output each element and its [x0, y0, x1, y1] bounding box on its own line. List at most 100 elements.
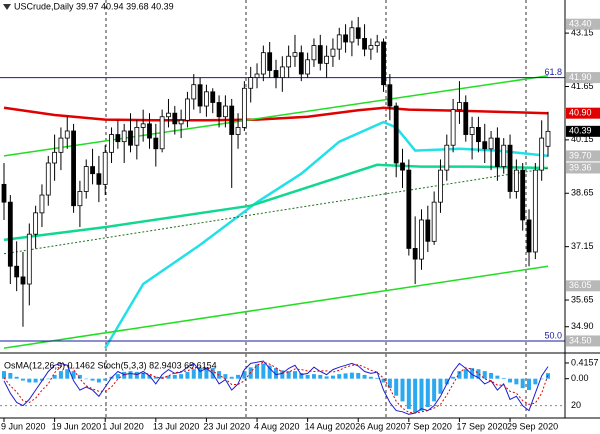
oscillator-panel: [0, 360, 565, 415]
price-tag: [566, 162, 600, 174]
osma-bar: [533, 378, 538, 385]
osma-bar: [305, 374, 310, 379]
price-tag-label: 41.90: [569, 72, 592, 82]
osma-bar: [77, 374, 82, 379]
candle-body: [26, 233, 32, 285]
osma-bar: [292, 371, 297, 379]
candle-body: [58, 137, 64, 153]
price-tag-label: 36.05: [569, 280, 592, 290]
stoch-line: [3, 361, 549, 414]
candle-body: [362, 38, 367, 50]
main-panel: 61.8 50.0: [0, 17, 565, 349]
candle-body: [545, 130, 551, 147]
osma-bar: [198, 368, 203, 379]
candle-body: [317, 45, 323, 64]
osma-bar: [255, 364, 260, 379]
osma-bar: [470, 368, 475, 379]
candle-body: [185, 98, 190, 121]
x-tick-label: 17 Sep 2020: [456, 421, 507, 431]
x-tick-label: 19 Jun 2020: [52, 421, 102, 431]
osma-bar: [324, 376, 329, 379]
candle-body: [260, 52, 266, 75]
price-tag: [566, 280, 600, 292]
x-tick-label: 7 Sep 2020: [406, 421, 452, 431]
candle-body: [52, 151, 58, 164]
osma-bar: [223, 374, 228, 379]
candle-body: [39, 194, 45, 214]
candle-body: [71, 130, 76, 207]
osma-bar: [103, 378, 108, 381]
osma-bar: [501, 377, 506, 379]
price-tag-label: 40.90: [569, 108, 592, 118]
osma-bar: [27, 378, 32, 383]
candle-body: [469, 127, 475, 135]
x-tick-label: 23 Jul 2020: [203, 421, 250, 431]
osma-bar: [172, 374, 177, 379]
osma-bar: [444, 378, 449, 385]
candle-body: [109, 134, 114, 153]
osma-bar: [14, 376, 19, 379]
symbol-icon: [3, 4, 11, 10]
candle-body: [393, 105, 399, 164]
osma-bar: [229, 376, 234, 379]
osma-bar: [413, 378, 418, 413]
osma-bar: [375, 377, 380, 379]
osma-bar: [381, 378, 386, 383]
osma-bar: [514, 378, 519, 385]
price-tag: [566, 125, 600, 137]
candle-body: [178, 119, 184, 125]
y-tick-label: 35.65: [571, 294, 594, 304]
candle-body: [412, 248, 418, 260]
x-tick-label: 1 Jul 2020: [102, 421, 144, 431]
candle-body: [267, 52, 273, 71]
osma-bar: [527, 378, 532, 391]
osma-bar: [425, 378, 430, 408]
candle-body: [507, 144, 513, 192]
osma-bar: [46, 378, 51, 380]
osma-bar: [185, 371, 190, 379]
osma-bar: [286, 371, 291, 379]
candle-body: [381, 41, 386, 86]
candle-body: [153, 137, 159, 150]
osma-bar: [141, 373, 146, 379]
y-tick-label: 41.65: [571, 81, 594, 91]
osma-bar: [406, 378, 411, 409]
candle-body: [83, 166, 89, 192]
price-tag-label: 40.39: [569, 126, 592, 136]
osma-bar: [147, 374, 152, 379]
candle-body: [77, 191, 83, 207]
candle-body: [273, 70, 279, 78]
candle-body: [216, 102, 222, 118]
y-tick-label: 34.90: [571, 321, 594, 331]
osma-bar: [96, 378, 101, 383]
candle-body: [330, 48, 336, 57]
candle-body: [343, 34, 348, 43]
candle-body: [513, 169, 519, 192]
candle-body: [14, 265, 20, 278]
candle-body: [298, 52, 304, 75]
candle-body: [128, 130, 133, 146]
osma-bar: [368, 376, 373, 379]
osma-bar: [356, 373, 361, 379]
price-tag: [566, 72, 600, 84]
osma-bar: [115, 374, 120, 379]
price-tag: [566, 18, 600, 30]
candle-body: [1, 183, 7, 203]
candle-body: [64, 130, 70, 139]
candle-body: [336, 34, 342, 50]
candle-body: [204, 91, 209, 107]
candle-body: [526, 219, 532, 253]
osma-bar: [463, 369, 468, 379]
osma-bar: [387, 378, 392, 389]
candle-body: [96, 173, 102, 185]
x-tick-label: 4 Aug 2020: [254, 421, 300, 431]
stoch-tick-label: 20: [571, 400, 581, 410]
osma-bar: [204, 367, 209, 379]
osma-bar: [128, 371, 133, 379]
candle-body: [482, 141, 488, 150]
candle-body: [311, 45, 317, 61]
candle-body: [438, 169, 443, 203]
osma-bar: [343, 373, 348, 379]
